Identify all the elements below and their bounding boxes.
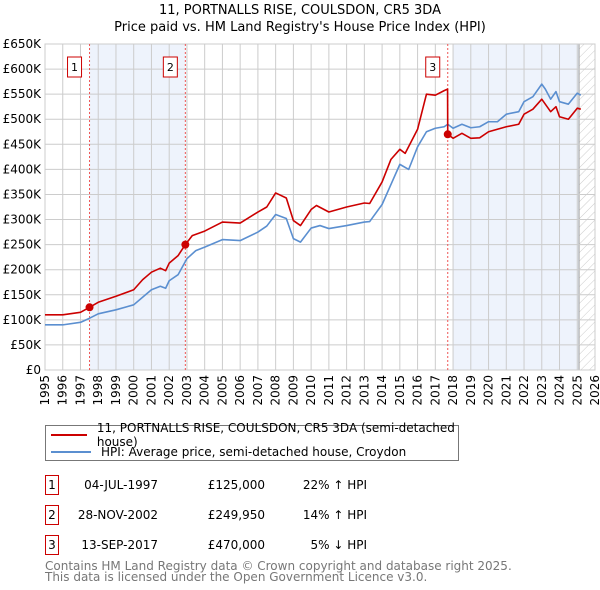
x-tick-label: 2012 bbox=[340, 375, 354, 406]
transaction-price: £470,000 bbox=[207, 538, 265, 552]
transaction-hpi-diff: 22% ↑ HPI bbox=[302, 478, 367, 492]
y-tick-label: £150K bbox=[3, 288, 43, 302]
x-tick-label: 2017 bbox=[428, 375, 442, 406]
y-tick-label: £350K bbox=[3, 187, 43, 201]
chart-subtitle: Price paid vs. HM Land Registry's House … bbox=[114, 20, 486, 35]
x-tick-label: 2015 bbox=[393, 375, 407, 406]
x-tick-label: 1995 bbox=[38, 375, 52, 406]
x-tick-label: 2020 bbox=[482, 375, 496, 406]
transaction-date: 13-SEP-2017 bbox=[81, 538, 158, 552]
sale-point bbox=[443, 130, 452, 139]
legend-label-hpi: HPI: Average price, semi-detached house,… bbox=[101, 445, 407, 459]
footer-copyright: Contains HM Land Registry data © Crown c… bbox=[45, 559, 512, 573]
y-tick-label: £550K bbox=[3, 87, 43, 101]
x-tick-label: 2000 bbox=[127, 375, 141, 406]
y-tick-label: £50K bbox=[10, 338, 42, 352]
transaction-date: 28-NOV-2002 bbox=[77, 508, 158, 522]
hpi-line bbox=[45, 83, 582, 326]
y-tick-label: £600K bbox=[3, 62, 43, 76]
y-tick-label: £500K bbox=[3, 112, 43, 126]
transaction-number-badge: 2 bbox=[45, 505, 59, 525]
legend: 11, PORTNALLS RISE, COULSDON, CR5 3DA (s… bbox=[45, 421, 459, 461]
transaction-hpi-diff: 14% ↑ HPI bbox=[302, 508, 367, 522]
x-tick-label: 2006 bbox=[233, 375, 247, 406]
legend-item-hpi: HPI: Average price, semi-detached house,… bbox=[46, 444, 406, 460]
shaded-period bbox=[453, 44, 580, 370]
transaction-row: 2 28-NOV-2002 £249,950 14% ↑ HPI bbox=[45, 505, 445, 527]
x-tick-label: 2023 bbox=[535, 375, 549, 406]
transaction-number-badge: 1 bbox=[45, 475, 59, 495]
legend-label-property: 11, PORTNALLS RISE, COULSDON, CR5 3DA (s… bbox=[96, 421, 455, 449]
x-tick-label: 2003 bbox=[180, 375, 194, 406]
sale-label: 2 bbox=[167, 61, 174, 74]
x-tick-label: 2004 bbox=[198, 375, 212, 406]
y-tick-label: £0 bbox=[26, 363, 41, 377]
sale-point bbox=[181, 240, 190, 249]
x-tick-label: 2010 bbox=[304, 375, 318, 406]
y-tick-label: £400K bbox=[3, 162, 43, 176]
y-tick-label: £450K bbox=[3, 137, 43, 151]
transaction-price: £125,000 bbox=[207, 478, 265, 492]
sale-label: 3 bbox=[429, 61, 436, 74]
x-tick-label: 2026 bbox=[588, 375, 600, 406]
transaction-row: 1 04-JUL-1997 £125,000 22% ↑ HPI bbox=[45, 475, 445, 497]
legend-swatch-property bbox=[51, 434, 87, 436]
legend-item-property: 11, PORTNALLS RISE, COULSDON, CR5 3DA (s… bbox=[46, 421, 458, 449]
x-tick-label: 2011 bbox=[322, 375, 336, 406]
sale-label-box bbox=[425, 56, 441, 78]
x-tick-label: 2002 bbox=[162, 375, 176, 406]
y-tick-label: £200K bbox=[3, 263, 43, 277]
sale-label-box bbox=[67, 56, 83, 78]
sale-label-box bbox=[162, 56, 178, 78]
chart-title: 11, PORTNALLS RISE, COULSDON, CR5 3DA bbox=[158, 3, 441, 18]
x-tick-label: 2021 bbox=[499, 375, 513, 406]
x-tick-label: 2024 bbox=[553, 375, 567, 406]
x-tick-label: 2009 bbox=[286, 375, 300, 406]
x-tick-label: 2022 bbox=[517, 375, 531, 406]
sale-point bbox=[85, 303, 94, 312]
x-tick-label: 2014 bbox=[375, 375, 389, 406]
transaction-number-badge: 3 bbox=[45, 535, 59, 555]
transaction-price: £249,950 bbox=[207, 508, 265, 522]
footer-licence: This data is licensed under the Open Gov… bbox=[45, 570, 428, 584]
x-tick-label: 1998 bbox=[91, 375, 105, 406]
y-tick-label: £250K bbox=[3, 238, 43, 252]
x-tick-label: 2008 bbox=[269, 375, 283, 406]
transaction-date: 04-JUL-1997 bbox=[84, 478, 158, 492]
x-tick-label: 2007 bbox=[251, 375, 265, 406]
price-chart: £0 £50K £100K £150K £200K £250K £300K £350K £400… bbox=[3, 37, 600, 406]
y-tick-label: £650K bbox=[3, 37, 43, 51]
shaded-period bbox=[89, 44, 186, 370]
x-tick-label: 2018 bbox=[446, 375, 460, 406]
plot-border bbox=[44, 43, 596, 371]
x-tick-label: 2005 bbox=[215, 375, 229, 406]
transaction-row: 3 13-SEP-2017 £470,000 5% ↓ HPI bbox=[45, 535, 445, 557]
x-tick-label: 2025 bbox=[570, 375, 584, 406]
property-price-line bbox=[45, 88, 582, 316]
y-tick-label: £300K bbox=[3, 213, 43, 227]
x-tick-label: 1996 bbox=[56, 375, 70, 406]
x-tick-label: 2001 bbox=[144, 375, 158, 406]
x-tick-label: 1997 bbox=[73, 375, 87, 406]
legend-swatch-hpi bbox=[51, 451, 91, 453]
y-tick-label: £100K bbox=[3, 313, 43, 327]
sale-label: 1 bbox=[71, 61, 78, 74]
x-tick-label: 2019 bbox=[464, 375, 478, 406]
x-tick-label: 2013 bbox=[357, 375, 371, 406]
x-tick-label: 2016 bbox=[411, 375, 425, 406]
forecast-hatch bbox=[579, 44, 595, 370]
transaction-hpi-diff: 5% ↓ HPI bbox=[310, 538, 367, 552]
x-tick-label: 1999 bbox=[109, 375, 123, 406]
